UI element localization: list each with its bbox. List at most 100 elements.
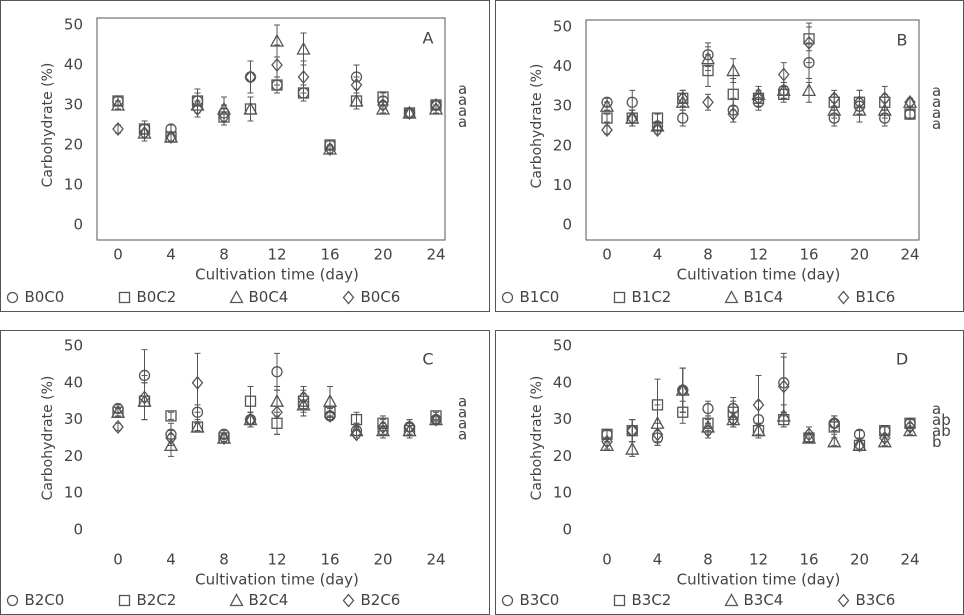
y-tick-label: 30	[64, 96, 83, 114]
x-tick-label: 4	[166, 246, 176, 264]
significance-letter: a	[458, 102, 467, 120]
x-tick-label: 16	[799, 246, 818, 264]
significance-letter: a	[932, 82, 941, 100]
data-point	[702, 402, 714, 415]
y-tick-label: 50	[64, 337, 83, 355]
x-tick-label: 8	[703, 551, 713, 569]
data-point	[191, 375, 204, 390]
x-tick-label: 8	[219, 551, 229, 569]
x-axis-label: Cultivation time (day)	[195, 266, 359, 284]
data-point	[726, 63, 741, 77]
data-point	[777, 379, 790, 394]
significance-letter: a	[932, 400, 941, 418]
data-point	[853, 438, 866, 453]
x-tick-label: 4	[653, 246, 663, 264]
legend-label: B0C4	[249, 288, 289, 306]
data-point	[297, 390, 310, 405]
data-point	[271, 405, 283, 420]
data-point	[244, 395, 257, 407]
data-point	[752, 91, 765, 106]
y-axis-label: Carbohydrate (%)	[529, 64, 545, 189]
data-point	[165, 430, 177, 446]
data-point	[601, 434, 613, 449]
y-tick-label: 10	[553, 176, 572, 194]
legend-marker	[837, 593, 850, 608]
x-tick-label: 16	[320, 551, 339, 569]
data-point	[324, 141, 336, 157]
y-tick-label: 0	[562, 216, 572, 234]
data-point	[626, 111, 639, 126]
data-point	[165, 129, 177, 145]
y-tick-label: 0	[562, 521, 572, 539]
data-point	[651, 427, 664, 442]
significance-letter: a	[458, 426, 467, 444]
x-tick-label: 4	[653, 551, 663, 569]
legend-label: B1C2	[632, 288, 672, 306]
data-point	[727, 412, 740, 427]
y-tick-label: 20	[64, 447, 83, 465]
significance-letter: ab	[932, 411, 951, 429]
y-tick-label: 40	[553, 57, 572, 75]
data-point	[110, 97, 126, 111]
data-point	[349, 93, 364, 107]
x-tick-label: 12	[267, 246, 286, 264]
data-point	[904, 419, 916, 434]
y-tick-label: 0	[73, 521, 83, 539]
data-point	[218, 109, 230, 125]
data-point	[324, 408, 336, 423]
significance-letter: a	[458, 113, 467, 131]
y-tick-label: 20	[64, 136, 83, 154]
y-tick-label: 40	[64, 56, 83, 74]
legend-label: B2C2	[137, 591, 177, 609]
data-point	[243, 101, 258, 115]
data-point	[403, 419, 416, 434]
data-point	[218, 430, 230, 446]
y-tick-label: 20	[553, 136, 572, 154]
data-point	[271, 366, 283, 378]
data-point	[138, 125, 151, 141]
data-point	[852, 102, 867, 116]
data-point	[110, 404, 126, 418]
legend-marker	[342, 593, 355, 608]
legend-marker	[229, 593, 244, 607]
x-tick-label: 4	[166, 551, 176, 569]
y-tick-label: 50	[553, 337, 572, 355]
legend-label: B3C6	[856, 591, 896, 609]
data-point	[599, 98, 615, 112]
x-tick-label: 16	[320, 246, 339, 264]
panel-label: D	[896, 350, 908, 369]
data-point	[297, 69, 310, 85]
data-point	[138, 390, 151, 405]
legend-label: B2C6	[361, 591, 401, 609]
significance-letter: b	[932, 433, 942, 451]
legend-marker	[342, 290, 355, 305]
significance-letter: ab	[932, 422, 951, 440]
x-tick-label: 24	[900, 551, 919, 569]
legend-label: B1C4	[744, 288, 784, 306]
x-tick-label: 12	[267, 551, 286, 569]
data-point	[675, 94, 690, 108]
data-point	[377, 97, 389, 113]
data-point	[403, 105, 416, 121]
data-point	[350, 77, 363, 93]
data-point	[904, 95, 916, 110]
data-point	[296, 397, 311, 411]
data-point	[727, 88, 739, 100]
x-axis-label: Cultivation time (day)	[677, 571, 841, 589]
data-point	[776, 83, 791, 97]
data-point	[827, 102, 842, 116]
x-tick-label: 0	[113, 246, 123, 264]
data-point	[271, 57, 283, 73]
x-tick-label: 12	[749, 551, 768, 569]
legend-marker	[6, 291, 19, 304]
data-point	[702, 423, 714, 438]
legend-label: B0C6	[361, 288, 401, 306]
y-tick-label: 50	[64, 16, 83, 34]
legend-marker	[501, 291, 514, 304]
y-tick-label: 40	[553, 373, 572, 391]
panel-label: B	[897, 31, 908, 50]
legend-label: B2C4	[249, 591, 289, 609]
data-point	[752, 397, 765, 412]
x-tick-label: 24	[900, 246, 919, 264]
